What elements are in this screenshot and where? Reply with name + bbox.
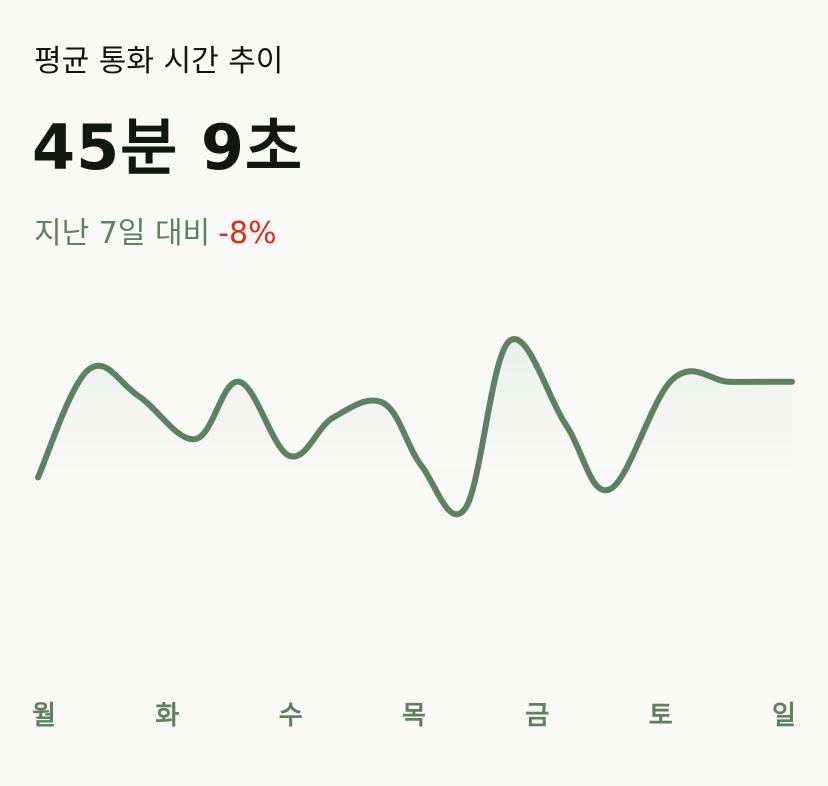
x-tick-label: 일 xyxy=(772,701,796,731)
comparison-row: 지난 7일 대비 -8% xyxy=(34,214,277,254)
series-line xyxy=(35,336,795,518)
average-call-duration: 45분 9초 xyxy=(32,111,304,184)
x-tick-label: 금 xyxy=(525,701,550,731)
x-tick-label: 목 xyxy=(402,701,426,731)
comparison-delta: -8% xyxy=(218,216,277,251)
line-chart xyxy=(35,336,795,518)
x-tick-label: 수 xyxy=(278,701,303,731)
x-tick-label: 토 xyxy=(648,701,673,731)
chart-title: 평균 통화 시간 추이 xyxy=(34,44,284,79)
x-tick-label: 월 xyxy=(32,701,56,731)
series-area xyxy=(38,339,792,515)
x-tick-label: 화 xyxy=(155,701,180,731)
comparison-label: 지난 7일 대비 xyxy=(34,216,211,251)
